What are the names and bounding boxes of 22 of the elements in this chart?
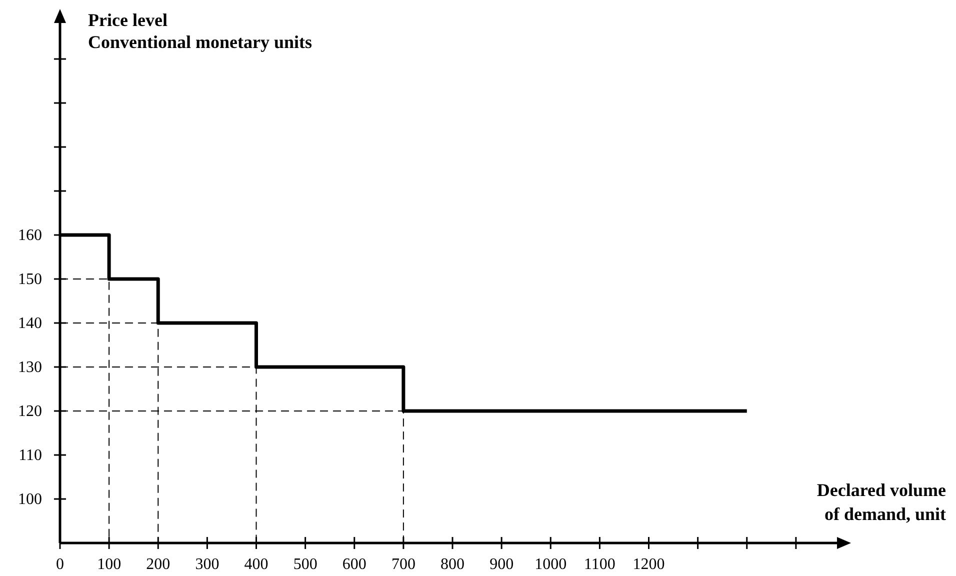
y-tick-label: 140 (18, 315, 42, 332)
y-tick-label: 150 (18, 271, 42, 288)
x-tick-label: 300 (195, 556, 220, 573)
x-tick-label: 1100 (584, 556, 616, 573)
y-tick-label: 160 (18, 227, 42, 244)
y-tick-label: 120 (18, 403, 42, 420)
x-tick-label: 400 (244, 556, 268, 573)
x-tick-label: 200 (146, 556, 170, 573)
y-axis-title: Price level Conventional monetary units (88, 10, 312, 52)
x-tick-label: 500 (293, 556, 318, 573)
x-tick-label: 1200 (632, 556, 665, 573)
x-tick-label: 600 (342, 556, 366, 573)
y-tick-label: 100 (18, 491, 42, 508)
x-tick-label: 700 (391, 556, 416, 573)
x-tick-label: 100 (97, 556, 122, 573)
x-tick-label: 800 (440, 556, 464, 573)
x-tick-label: 0 (56, 556, 64, 573)
y-tick-label: 130 (18, 359, 42, 376)
y-tick-label: 110 (18, 447, 42, 464)
x-tick-label: 1000 (534, 556, 567, 573)
x-axis-title: Declared volume of demand, unit (816, 480, 946, 524)
x-tick-label: 900 (490, 556, 514, 573)
